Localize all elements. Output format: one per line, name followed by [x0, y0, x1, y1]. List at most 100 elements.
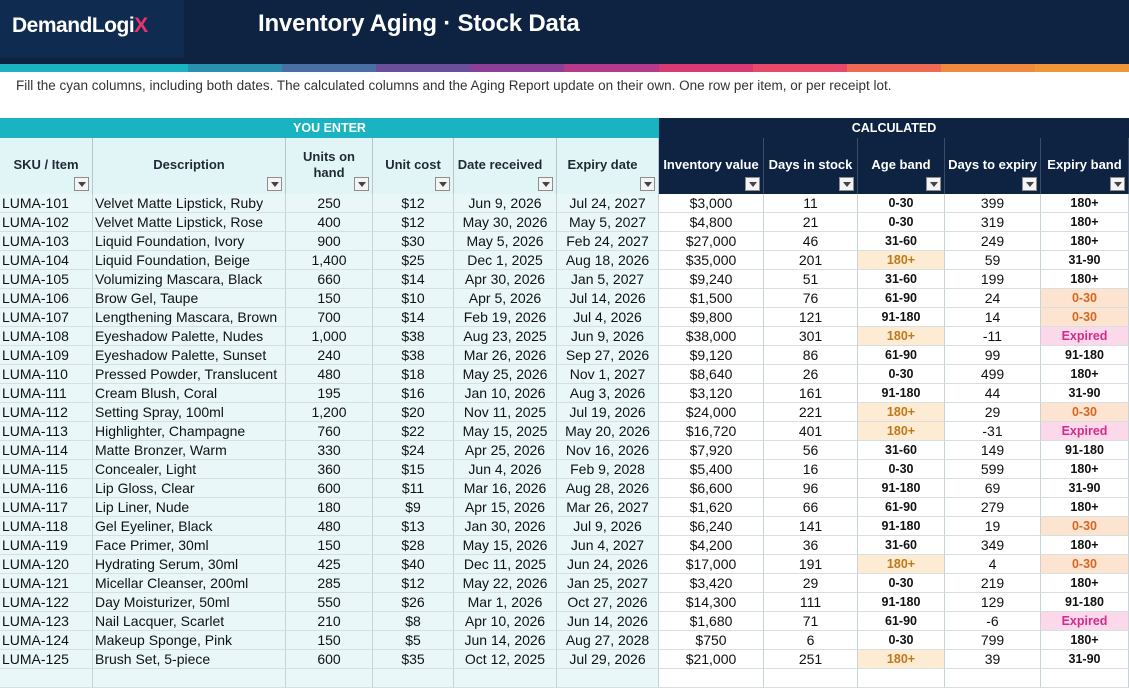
- cell-days-in-stock[interactable]: 191: [764, 555, 858, 574]
- cell-description[interactable]: Hydrating Serum, 30ml: [93, 555, 286, 574]
- cell-units-on-hand[interactable]: 480: [286, 365, 373, 384]
- cell-description[interactable]: Volumizing Mascara, Black: [93, 270, 286, 289]
- cell-expiry-date[interactable]: May 5, 2027: [557, 213, 659, 232]
- cell-inventory-value[interactable]: $7,920: [659, 441, 764, 460]
- cell-expiry-date[interactable]: Aug 18, 2026: [557, 251, 659, 270]
- cell-description[interactable]: Brow Gel, Taupe: [93, 289, 286, 308]
- cell-age-band[interactable]: 91-180: [858, 308, 945, 327]
- cell-sku-item[interactable]: LUMA-108: [0, 327, 93, 346]
- cell-sku-item[interactable]: LUMA-121: [0, 574, 93, 593]
- cell-description[interactable]: Day Moisturizer, 50ml: [93, 593, 286, 612]
- cell-inventory-value[interactable]: $14,300: [659, 593, 764, 612]
- cell-date-received[interactable]: Oct 12, 2025: [454, 650, 557, 669]
- cell-expiry-band[interactable]: 180+: [1041, 194, 1129, 213]
- cell-inventory-value[interactable]: $4,800: [659, 213, 764, 232]
- cell-days-in-stock[interactable]: 29: [764, 574, 858, 593]
- cell-expiry-band[interactable]: 0-30: [1041, 289, 1129, 308]
- cell-date-received[interactable]: Mar 16, 2026: [454, 479, 557, 498]
- cell-days-to-expiry[interactable]: 4: [945, 555, 1041, 574]
- cell-units-on-hand[interactable]: 330: [286, 441, 373, 460]
- cell-sku-item[interactable]: LUMA-124: [0, 631, 93, 650]
- cell-days-in-stock[interactable]: 76: [764, 289, 858, 308]
- cell-expiry-date[interactable]: [557, 669, 659, 688]
- cell-days-to-expiry[interactable]: [945, 669, 1041, 688]
- cell-age-band[interactable]: 0-30: [858, 631, 945, 650]
- cell-description[interactable]: Liquid Foundation, Ivory: [93, 232, 286, 251]
- cell-expiry-band[interactable]: 180+: [1041, 574, 1129, 593]
- cell-description[interactable]: Pressed Powder, Translucent: [93, 365, 286, 384]
- cell-age-band[interactable]: 61-90: [858, 346, 945, 365]
- cell-units-on-hand[interactable]: 285: [286, 574, 373, 593]
- cell-inventory-value[interactable]: $9,240: [659, 270, 764, 289]
- cell-description[interactable]: Eyeshadow Palette, Nudes: [93, 327, 286, 346]
- cell-days-to-expiry[interactable]: 99: [945, 346, 1041, 365]
- cell-unit-cost[interactable]: $40: [373, 555, 454, 574]
- cell-days-to-expiry[interactable]: 59: [945, 251, 1041, 270]
- cell-days-to-expiry[interactable]: 69: [945, 479, 1041, 498]
- cell-sku-item[interactable]: [0, 669, 93, 688]
- cell-expiry-band[interactable]: Expired: [1041, 612, 1129, 631]
- cell-expiry-band[interactable]: [1041, 669, 1129, 688]
- cell-units-on-hand[interactable]: 700: [286, 308, 373, 327]
- cell-days-in-stock[interactable]: 86: [764, 346, 858, 365]
- cell-expiry-band[interactable]: 180+: [1041, 232, 1129, 251]
- cell-age-band[interactable]: 61-90: [858, 498, 945, 517]
- cell-expiry-band[interactable]: 91-180: [1041, 593, 1129, 612]
- cell-age-band[interactable]: 91-180: [858, 517, 945, 536]
- cell-age-band[interactable]: 180+: [858, 422, 945, 441]
- cell-inventory-value[interactable]: $27,000: [659, 232, 764, 251]
- cell-unit-cost[interactable]: $12: [373, 574, 454, 593]
- cell-expiry-date[interactable]: Jul 14, 2026: [557, 289, 659, 308]
- cell-description[interactable]: Setting Spray, 100ml: [93, 403, 286, 422]
- filter-dropdown-icon[interactable]: [1110, 177, 1125, 191]
- cell-age-band[interactable]: 180+: [858, 555, 945, 574]
- cell-unit-cost[interactable]: $38: [373, 346, 454, 365]
- cell-sku-item[interactable]: LUMA-113: [0, 422, 93, 441]
- cell-units-on-hand[interactable]: 550: [286, 593, 373, 612]
- cell-days-to-expiry[interactable]: -6: [945, 612, 1041, 631]
- cell-expiry-date[interactable]: Jul 4, 2026: [557, 308, 659, 327]
- cell-unit-cost[interactable]: $10: [373, 289, 454, 308]
- cell-units-on-hand[interactable]: 210: [286, 612, 373, 631]
- cell-days-in-stock[interactable]: 21: [764, 213, 858, 232]
- cell-inventory-value[interactable]: $35,000: [659, 251, 764, 270]
- cell-inventory-value[interactable]: [659, 669, 764, 688]
- cell-expiry-date[interactable]: Aug 28, 2026: [557, 479, 659, 498]
- cell-units-on-hand[interactable]: 760: [286, 422, 373, 441]
- cell-inventory-value[interactable]: $16,720: [659, 422, 764, 441]
- cell-inventory-value[interactable]: $6,600: [659, 479, 764, 498]
- cell-expiry-date[interactable]: Jun 4, 2027: [557, 536, 659, 555]
- cell-age-band[interactable]: 0-30: [858, 365, 945, 384]
- cell-expiry-date[interactable]: Oct 27, 2026: [557, 593, 659, 612]
- cell-description[interactable]: Eyeshadow Palette, Sunset: [93, 346, 286, 365]
- cell-date-received[interactable]: Dec 11, 2025: [454, 555, 557, 574]
- cell-expiry-band[interactable]: 0-30: [1041, 555, 1129, 574]
- cell-units-on-hand[interactable]: 600: [286, 650, 373, 669]
- cell-inventory-value[interactable]: $1,500: [659, 289, 764, 308]
- cell-date-received[interactable]: Jun 9, 2026: [454, 194, 557, 213]
- cell-days-in-stock[interactable]: 71: [764, 612, 858, 631]
- cell-description[interactable]: Cream Blush, Coral: [93, 384, 286, 403]
- cell-inventory-value[interactable]: $9,120: [659, 346, 764, 365]
- cell-expiry-date[interactable]: Jul 29, 2026: [557, 650, 659, 669]
- cell-expiry-date[interactable]: Jan 25, 2027: [557, 574, 659, 593]
- cell-units-on-hand[interactable]: 400: [286, 213, 373, 232]
- cell-description[interactable]: Makeup Sponge, Pink: [93, 631, 286, 650]
- cell-sku-item[interactable]: LUMA-101: [0, 194, 93, 213]
- cell-unit-cost[interactable]: $26: [373, 593, 454, 612]
- cell-date-received[interactable]: Apr 10, 2026: [454, 612, 557, 631]
- cell-expiry-date[interactable]: Jul 24, 2027: [557, 194, 659, 213]
- cell-description[interactable]: Lengthening Mascara, Brown: [93, 308, 286, 327]
- cell-date-received[interactable]: May 25, 2026: [454, 365, 557, 384]
- cell-days-to-expiry[interactable]: 39: [945, 650, 1041, 669]
- cell-unit-cost[interactable]: $12: [373, 194, 454, 213]
- cell-days-in-stock[interactable]: 201: [764, 251, 858, 270]
- cell-description[interactable]: Gel Eyeliner, Black: [93, 517, 286, 536]
- cell-expiry-date[interactable]: Mar 26, 2027: [557, 498, 659, 517]
- cell-unit-cost[interactable]: $30: [373, 232, 454, 251]
- cell-age-band[interactable]: 61-90: [858, 289, 945, 308]
- cell-date-received[interactable]: Aug 23, 2025: [454, 327, 557, 346]
- cell-units-on-hand[interactable]: 180: [286, 498, 373, 517]
- cell-description[interactable]: Highlighter, Champagne: [93, 422, 286, 441]
- cell-expiry-band[interactable]: 31-90: [1041, 384, 1129, 403]
